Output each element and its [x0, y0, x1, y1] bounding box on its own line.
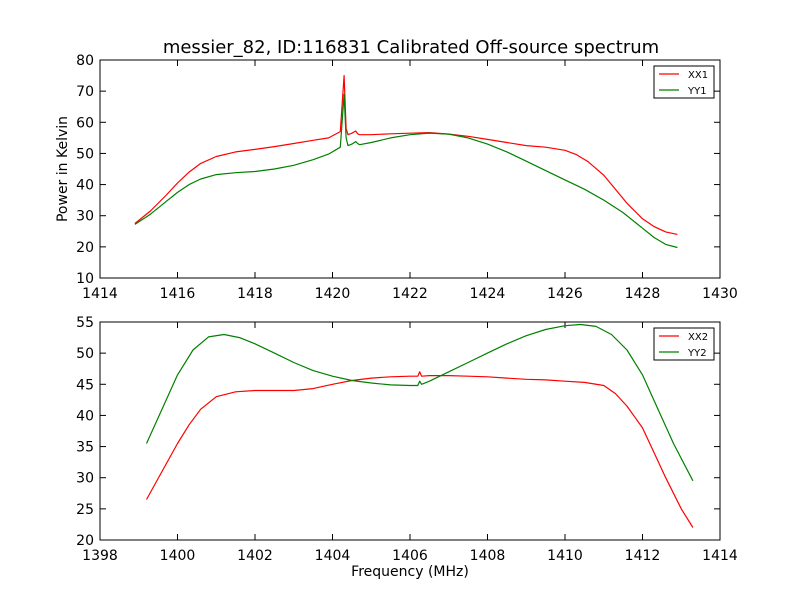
x-tick-label: 1418 — [237, 286, 273, 302]
top-series-lines — [134, 74, 678, 249]
series-line-yy1 — [134, 93, 678, 249]
y-tick-label: 30 — [76, 471, 94, 487]
x-tick-label: 1414 — [702, 548, 738, 564]
top-plot-frame — [99, 59, 721, 279]
legend-label-xx1: XX1 — [688, 70, 708, 81]
y-tick-label: 20 — [76, 533, 94, 549]
x-tick-label: 1408 — [470, 548, 506, 564]
y-tick-label: 20 — [76, 240, 94, 256]
top-legend: XX1 YY1 — [653, 65, 715, 99]
y-tick-label: 40 — [76, 178, 94, 194]
y-tick-label: 40 — [76, 408, 94, 424]
x-tick-label: 1410 — [547, 548, 583, 564]
y-tick-label: 50 — [76, 146, 94, 162]
y-tick-label: 60 — [76, 115, 94, 131]
y-tick-label: 10 — [76, 271, 94, 287]
y-tick-label: 45 — [76, 377, 94, 393]
series-line-xx1 — [134, 74, 678, 235]
series-line-xx2 — [145, 371, 694, 528]
x-tick-label: 1426 — [547, 286, 583, 302]
y-tick-label: 55 — [76, 315, 94, 331]
x-tick-label: 1430 — [702, 286, 738, 302]
x-tick-label: 1414 — [82, 286, 118, 302]
bottom-axis-ticks: 1398 1400 1402 1404 1406 1408 1410 1412 1414 20 25… — [76, 315, 738, 564]
x-tick-label: 1422 — [392, 286, 428, 302]
bottom-series-lines — [145, 323, 694, 528]
top-axis-ticks: 1414 1416 1418 1420 1422 1424 1426 1428 1430 10 20… — [76, 53, 738, 302]
top-y-axis-label: Power in Kelvin — [55, 116, 71, 222]
bottom-legend: XX2 YY2 — [653, 327, 715, 361]
x-tick-label: 1404 — [315, 548, 351, 564]
legend-label-xx2: XX2 — [688, 332, 708, 343]
legend-label-yy2: YY2 — [687, 348, 707, 359]
top-subplot: Power in Kelvin 1414 1416 1418 1420 1422 1424… — [55, 53, 738, 302]
x-tick-label: 1420 — [315, 286, 351, 302]
x-tick-label: 1398 — [82, 548, 118, 564]
y-tick-label: 70 — [76, 84, 94, 100]
chart-title: messier_82, ID:116831 Calibrated Off-sou… — [163, 37, 659, 58]
y-tick-label: 30 — [76, 209, 94, 225]
x-tick-label: 1412 — [625, 548, 661, 564]
x-axis-label: Frequency (MHz) — [351, 564, 469, 580]
y-tick-label: 80 — [76, 53, 94, 69]
y-tick-label: 35 — [76, 440, 94, 456]
series-line-yy2 — [145, 323, 694, 482]
x-tick-label: 1424 — [470, 286, 506, 302]
y-tick-label: 25 — [76, 502, 94, 518]
x-tick-label: 1406 — [392, 548, 428, 564]
top-legend-box — [653, 65, 715, 99]
bottom-legend-box — [653, 327, 715, 361]
x-tick-label: 1428 — [625, 286, 661, 302]
y-tick-label: 50 — [76, 346, 94, 362]
bottom-subplot: Frequency (MHz) 1398 1400 1402 1404 1406 1408… — [76, 315, 738, 580]
bottom-plot-frame — [99, 321, 721, 541]
x-tick-label: 1416 — [160, 286, 196, 302]
x-tick-label: 1402 — [237, 548, 273, 564]
x-tick-label: 1400 — [160, 548, 196, 564]
legend-label-yy1: YY1 — [687, 86, 707, 97]
